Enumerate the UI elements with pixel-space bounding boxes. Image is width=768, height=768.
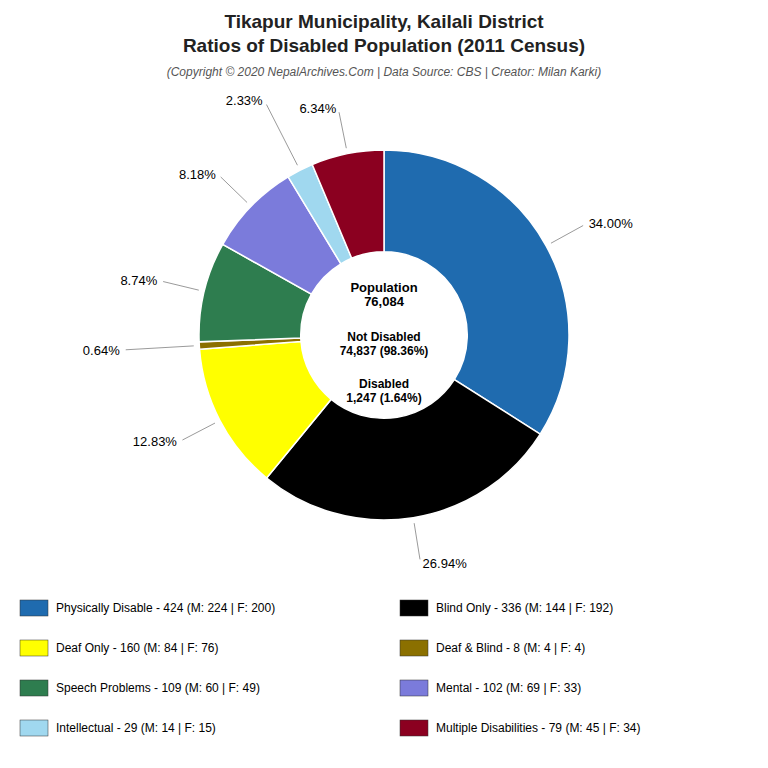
legend: Physically Disable - 424 (M: 224 | F: 20… — [20, 600, 641, 736]
leader-line — [182, 423, 215, 440]
data-label: 6.34% — [299, 101, 336, 116]
data-label: 8.74% — [120, 273, 157, 288]
data-label: 0.64% — [83, 343, 120, 358]
legend-label: Physically Disable - 424 (M: 224 | F: 20… — [56, 601, 275, 615]
legend-swatch — [20, 600, 48, 616]
leader-line — [163, 282, 199, 291]
legend-swatch — [400, 640, 428, 656]
plot: 34.00% 26.94% 12.83% 0.64% 8.74% 8.18% 2.33% 6.… — [83, 93, 633, 570]
center-label: 74,837 (98.36%) — [340, 344, 429, 358]
leader-line — [414, 523, 420, 559]
subtitle: (Copyright © 2020 NepalArchives.Com | Da… — [167, 65, 602, 79]
data-label: 34.00% — [589, 216, 634, 231]
leader-line — [126, 346, 194, 350]
data-label: 12.83% — [133, 434, 178, 449]
leader-line — [551, 226, 583, 244]
legend-label: Mental - 102 (M: 69 | F: 33) — [436, 681, 581, 695]
slice — [200, 341, 332, 478]
data-label: 26.94% — [423, 556, 468, 571]
legend-swatch — [20, 640, 48, 656]
legend-swatch — [400, 720, 428, 736]
legend-swatch — [20, 720, 48, 736]
leader-line — [339, 112, 346, 148]
legend-swatch — [400, 600, 428, 616]
legend-swatch — [20, 680, 48, 696]
center-label: Population — [350, 280, 417, 295]
legend-label: Intellectual - 29 (M: 14 | F: 15) — [56, 721, 216, 735]
leader-line — [221, 177, 247, 203]
slice — [312, 150, 384, 258]
chart: Tikapur Municipality, Kailali District Ra… — [0, 0, 768, 768]
legend-swatch — [400, 680, 428, 696]
data-labels: 34.00% 26.94% 12.83% 0.64% 8.74% 8.18% 2.33% 6.… — [83, 93, 633, 570]
legend-label: Deaf Only - 160 (M: 84 | F: 76) — [56, 641, 219, 655]
title: Tikapur Municipality, Kailali District — [224, 11, 544, 32]
title: Ratios of Disabled Population (2011 Cens… — [183, 35, 585, 56]
center-labels: Population76,084 Not Disabled74,837 (98.3… — [340, 280, 429, 405]
center-label: Not Disabled — [347, 330, 420, 344]
leader-line — [266, 105, 297, 166]
legend-label: Blind Only - 336 (M: 144 | F: 192) — [436, 601, 613, 615]
center-label: 76,084 — [364, 294, 405, 309]
legend-label: Multiple Disabilities - 79 (M: 45 | F: 3… — [436, 721, 641, 735]
slices — [199, 150, 569, 520]
data-label: 2.33% — [226, 93, 263, 108]
legend-label: Deaf & Blind - 8 (M: 4 | F: 4) — [436, 641, 585, 655]
center-label: 1,247 (1.64%) — [346, 391, 421, 405]
center-label: Disabled — [359, 377, 409, 391]
legend-label: Speech Problems - 109 (M: 60 | F: 49) — [56, 681, 260, 695]
data-label: 8.18% — [179, 167, 216, 182]
